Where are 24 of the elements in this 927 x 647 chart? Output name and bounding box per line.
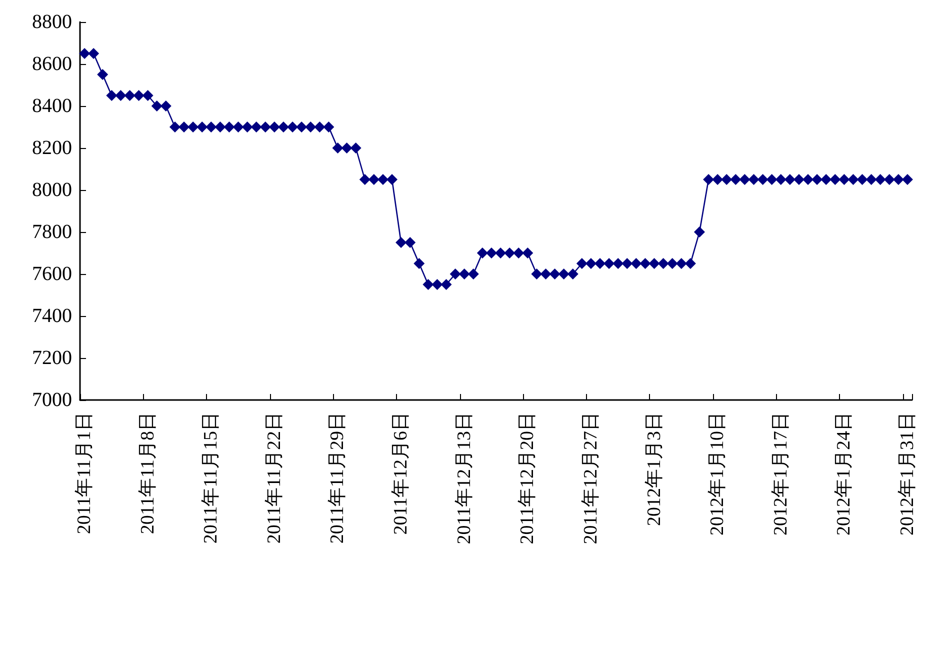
- x-tick-label: 2012年1月10日: [707, 412, 728, 536]
- y-tick-label: 8000: [32, 179, 72, 201]
- y-tick-label: 8200: [32, 137, 72, 159]
- y-tick-label: 7400: [32, 305, 72, 327]
- x-tick-label: 2012年1月24日: [834, 412, 855, 536]
- x-tick-label: 2011年11月15日: [200, 412, 222, 544]
- x-tick-label: 2011年11月22日: [264, 412, 285, 544]
- x-tick-label: 2011年11月29日: [327, 412, 348, 544]
- y-tick-label: 8400: [32, 95, 72, 117]
- x-tick-label: 2011年11月1日: [74, 412, 96, 534]
- y-tick-label: 7800: [32, 221, 72, 243]
- y-tick-label: 7200: [32, 347, 72, 369]
- y-tick-label: 8800: [32, 11, 72, 33]
- x-tick-label: 2011年12月6日: [390, 412, 412, 535]
- x-tick-label: 2012年1月31日: [896, 412, 918, 536]
- y-tick-label: 7600: [32, 263, 72, 285]
- x-tick-label: 2011年12月20日: [517, 412, 538, 544]
- x-tick-label: 2012年1月3日: [644, 412, 665, 526]
- x-tick-label: 2011年12月13日: [454, 412, 475, 544]
- x-tick-label: 2011年12月27日: [580, 412, 602, 544]
- y-tick-label: 8600: [32, 53, 72, 75]
- y-tick-label: 7000: [32, 389, 72, 411]
- x-tick-label: 2011年11月8日: [137, 412, 158, 534]
- x-tick-label: 2012年1月17日: [770, 412, 792, 536]
